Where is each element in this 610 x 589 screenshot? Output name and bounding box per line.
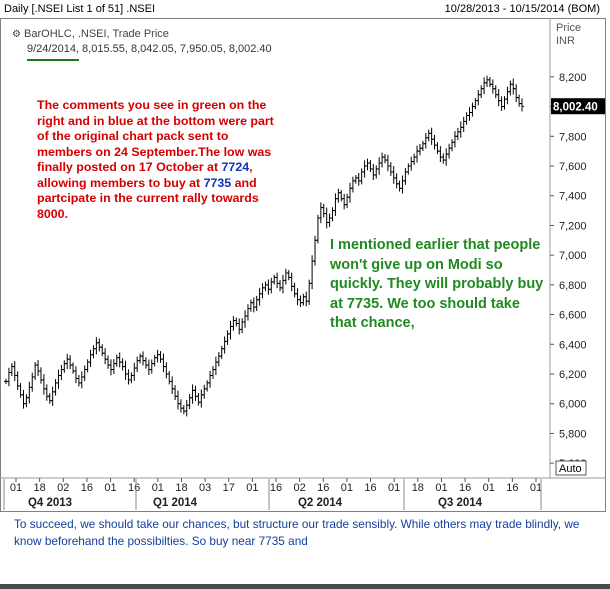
blue-annotation: To succeed, we should take our chances, …: [14, 517, 580, 548]
date-tick-label: 01: [388, 482, 400, 494]
date-tick-label: 03: [199, 482, 211, 494]
date-tick-label: 02: [294, 482, 306, 494]
price-tick-label: 5,800: [559, 428, 587, 440]
low-value: 7724: [221, 160, 250, 174]
date-tick-label: 01: [246, 482, 258, 494]
price-tick-label: 6,200: [559, 369, 587, 381]
date-tick-label: 01: [10, 482, 22, 494]
date-tick-label: 02: [57, 482, 69, 494]
date-tick-label: 18: [34, 482, 46, 494]
date-tick-label: 16: [270, 482, 282, 494]
red-annotation: The comments you see in green on the rig…: [37, 98, 277, 222]
date-tick-label: 01: [530, 482, 542, 494]
date-tick-label: 01: [104, 482, 116, 494]
date-range: 10/28/2013 - 10/15/2014 (BOM): [444, 3, 600, 15]
currency-label: INR: [556, 35, 575, 47]
red-text-1: The comments you see in green on the rig…: [37, 98, 274, 174]
window-title-bar: Daily [.NSEI List 1 of 51] .NSEI 10/28/2…: [0, 0, 606, 19]
chart-type-icon: ⚙: [12, 29, 21, 40]
price-tick-label: 6,800: [559, 280, 587, 292]
price-axis-header: Price INR: [556, 22, 581, 48]
mask-box: [262, 238, 314, 278]
price-label: Price: [556, 22, 582, 34]
price-tick-label: 6,000: [559, 399, 587, 411]
last-price-label: 8,002.40: [553, 102, 598, 114]
study-label: ⚙ BarOHLC, .NSEI, Trade Price: [12, 28, 169, 40]
date-tick-label: 01: [152, 482, 164, 494]
last-price-box: [551, 98, 605, 115]
price-tick-label: 7,200: [559, 220, 587, 232]
auto-scale-button: [555, 460, 587, 476]
ohlc-readout: 9/24/2014, 8,015.55, 8,042.05, 7,950.05,…: [27, 43, 272, 55]
date-tick-label: 16: [364, 482, 376, 494]
date-tick-label: 16: [81, 482, 93, 494]
date-tick-label: 16: [128, 482, 140, 494]
date-tick-label: 01: [341, 482, 353, 494]
legend-line: [27, 59, 79, 61]
red-text-3: and partcipate in the current rally towa…: [37, 175, 259, 221]
quarter-label: Q2 2014: [298, 497, 343, 509]
buy-value: 7735: [203, 175, 232, 190]
quarter-label: Q1 2014: [153, 497, 198, 509]
date-tick-label: 18: [412, 482, 424, 494]
date-tick-label: 01: [435, 482, 447, 494]
date-tick-label: 01: [483, 482, 495, 494]
date-tick-label: 18: [175, 482, 187, 494]
date-tick-label: 17: [223, 482, 235, 494]
price-tick-label: 6,400: [559, 339, 587, 351]
quarter-label: Q3 2014: [438, 497, 483, 509]
mask-box: [325, 352, 547, 444]
bottom-bar: [0, 584, 610, 589]
price-tick-label: 7,800: [559, 131, 587, 143]
auto-scale-label: Auto: [559, 463, 582, 475]
green-annotation: I mentioned earlier that people won't gi…: [330, 237, 544, 331]
red-text-2: , allowing members to buy at: [37, 160, 253, 190]
price-tick-label: 7,400: [559, 191, 587, 203]
date-tick-label: 16: [506, 482, 518, 494]
price-tick-label: 6,600: [559, 310, 587, 322]
chart-frame: [0, 18, 606, 512]
price-tick-label: 7,600: [559, 161, 587, 173]
mask-box: [143, 412, 183, 440]
date-tick-label: 16: [459, 482, 471, 494]
chart-title: Daily [.NSEI List 1 of 51] .NSEI: [4, 3, 156, 15]
price-tick-label: 7,000: [559, 250, 587, 262]
price-tick-label: 8,200: [559, 72, 587, 84]
quarter-label: Q4 2013: [28, 497, 72, 509]
date-tick-label: 16: [317, 482, 329, 494]
